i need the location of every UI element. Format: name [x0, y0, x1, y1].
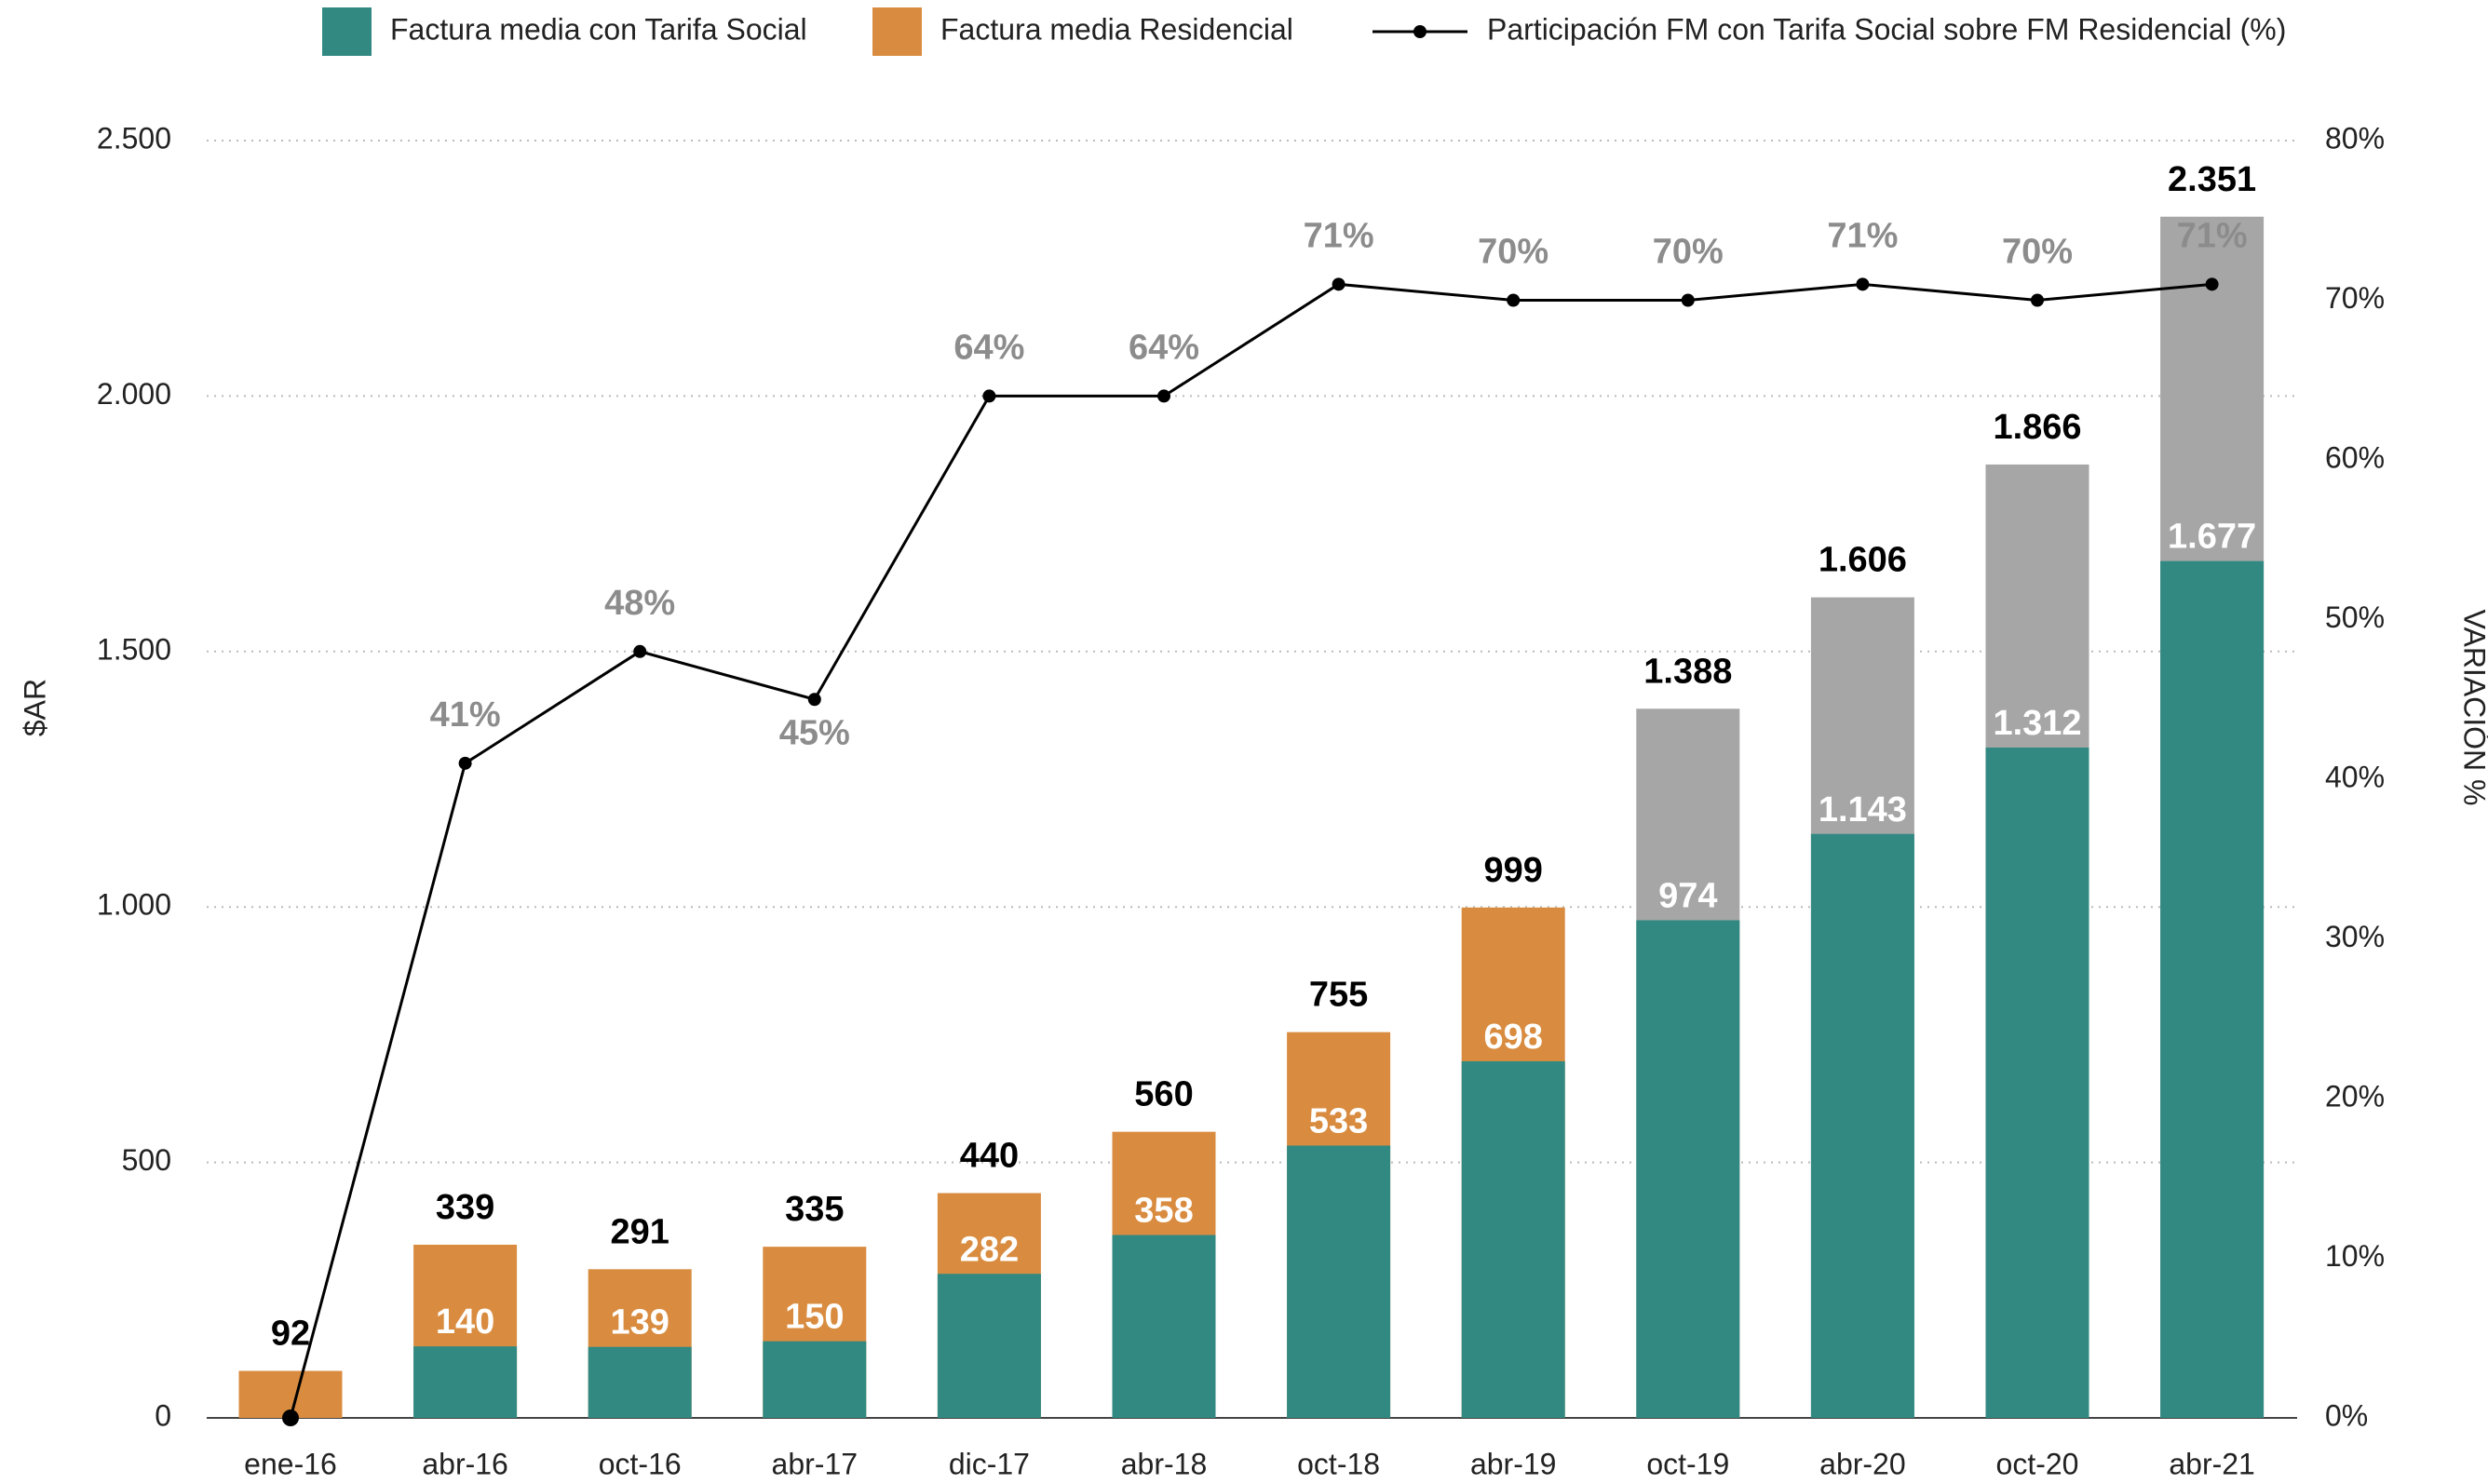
x-tick-label: oct-20 [1996, 1447, 2079, 1480]
line-point [458, 756, 472, 770]
line-point [282, 1410, 299, 1426]
line-point [633, 644, 647, 658]
y2-tick-label: 30% [2325, 920, 2385, 953]
y2-tick-label: 80% [2325, 121, 2385, 155]
x-tick-label: abr-17 [772, 1447, 859, 1480]
line-point [2031, 293, 2044, 307]
bar-value-label: 1.677 [2168, 518, 2256, 557]
bar-value-label: 139 [610, 1303, 669, 1342]
bar [1810, 833, 1914, 1418]
x-tick-label: abr-19 [1470, 1447, 1557, 1480]
legend-dot [1413, 25, 1427, 38]
line-point [1332, 277, 1345, 291]
x-tick-label: ene-16 [244, 1447, 337, 1480]
line-value-label: 41% [430, 695, 501, 735]
bar-value-label: 140 [436, 1302, 494, 1342]
x-tick-label: abr-20 [1819, 1447, 1906, 1480]
bar-value-label: 150 [785, 1298, 844, 1337]
line-value-label: 70% [1478, 233, 1548, 272]
bar [1636, 920, 1740, 1418]
bar-total-label: 291 [610, 1212, 669, 1251]
bar-total-label: 339 [436, 1188, 494, 1227]
bar [1287, 1145, 1391, 1418]
legend-label: Participación FM con Tarifa Social sobre… [1487, 12, 2286, 46]
line-value-label: 70% [2002, 233, 2073, 272]
x-tick-label: abr-21 [2169, 1447, 2255, 1480]
bar-value-label: 974 [1658, 877, 1717, 916]
bar-value-label: 1.312 [1993, 704, 2081, 743]
x-tick-label: dic-17 [949, 1447, 1030, 1480]
line-point [982, 389, 996, 403]
bar-total-label: 1.866 [1993, 408, 2081, 447]
line-point [1507, 293, 1521, 307]
y2-tick-label: 10% [2325, 1239, 2385, 1273]
y-tick-label: 1.500 [97, 632, 171, 666]
x-tick-label: oct-16 [599, 1447, 682, 1480]
bar [937, 1274, 1041, 1418]
x-tick-label: oct-19 [1646, 1447, 1729, 1480]
line-value-label: 64% [1129, 328, 1199, 367]
line-value-label: 71% [1304, 216, 1374, 255]
y-tick-label: 2.000 [97, 377, 171, 411]
line-point [807, 693, 821, 707]
bar-total-label: 92 [271, 1315, 310, 1354]
bar-total-label: 755 [1309, 976, 1368, 1015]
line-value-label: 64% [953, 328, 1024, 367]
line-value-label: 70% [1653, 233, 1724, 272]
bar-total-label: 335 [785, 1190, 844, 1229]
line-point [1157, 389, 1170, 403]
bar [2160, 560, 2265, 1418]
line-point [2205, 277, 2219, 291]
bar-total-label: 440 [960, 1137, 1019, 1176]
y2-tick-label: 70% [2325, 281, 2385, 315]
y-tick-label: 1.000 [97, 888, 171, 922]
line-value-label: 48% [604, 584, 675, 623]
bar-value-label: 698 [1483, 1018, 1542, 1057]
y-tick-label: 2.500 [97, 121, 171, 155]
x-tick-label: oct-18 [1297, 1447, 1380, 1480]
y2-tick-label: 60% [2325, 440, 2385, 474]
bar-value-label: 358 [1134, 1192, 1193, 1231]
y2-tick-label: 0% [2325, 1398, 2368, 1432]
bar-total-label: 1.606 [1819, 541, 1907, 580]
line-value-label: 71% [2177, 216, 2248, 255]
legend-label: Factura media Residencial [940, 12, 1293, 46]
line [289, 282, 2212, 1419]
y2-tick-label: 40% [2325, 760, 2385, 793]
y-axis-label: $AR [18, 679, 51, 736]
bar-value-label: 1.143 [1819, 790, 1907, 830]
y2-tick-label: 20% [2325, 1079, 2385, 1113]
bar-total-label: 1.388 [1643, 652, 1732, 691]
x-tick-label: abr-16 [422, 1447, 508, 1480]
bar-value-label: 282 [960, 1230, 1019, 1269]
bar [1985, 747, 2089, 1418]
y2-tick-label: 50% [2325, 600, 2385, 634]
bar [1461, 1060, 1565, 1418]
y2-axis-label: VARIACIÓN % [2458, 610, 2488, 806]
legend-label: Factura media con Tarifa Social [390, 12, 807, 46]
bar [413, 1346, 518, 1418]
bar [1112, 1234, 1216, 1418]
bar-total-label: 2.351 [2168, 160, 2256, 199]
line-value-label: 71% [1827, 216, 1898, 255]
bar-total-label: 999 [1483, 851, 1542, 890]
y-tick-label: 0 [155, 1398, 171, 1432]
bar [588, 1346, 692, 1418]
line-value-label: 45% [779, 713, 850, 752]
bar [763, 1341, 867, 1418]
bar-value-label: 533 [1309, 1102, 1368, 1141]
line-point [1681, 293, 1695, 307]
bar-total-label: 560 [1134, 1075, 1193, 1114]
y-tick-label: 500 [122, 1143, 171, 1177]
legend-swatch [322, 7, 372, 56]
line-point [1856, 277, 1870, 291]
x-tick-label: abr-18 [1121, 1447, 1208, 1480]
legend-swatch [872, 7, 922, 56]
